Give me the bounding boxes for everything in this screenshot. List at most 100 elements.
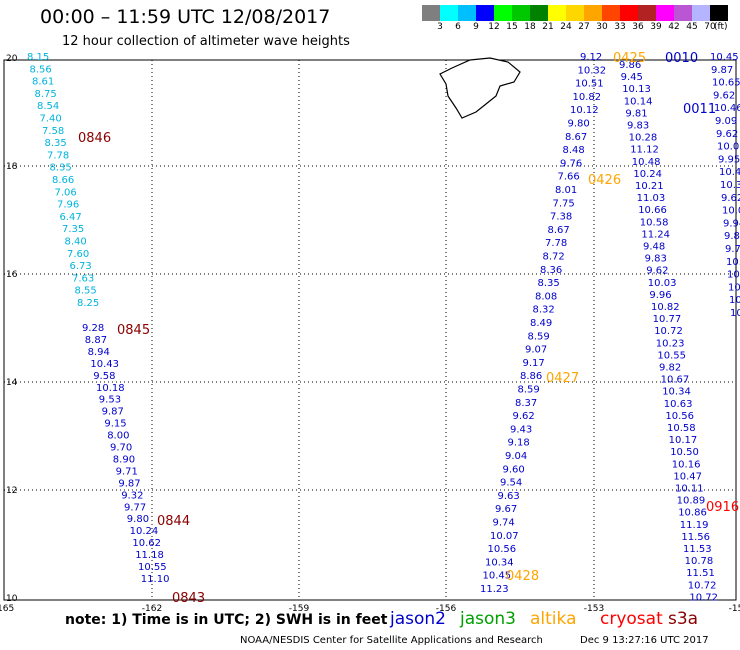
color-scale-labels: (ft) 3 6 9 12 15 18 21 24 27 30 33 36 39 42 45 70 [422, 22, 740, 34]
legend-tick-label: 33 [614, 22, 626, 32]
wave-height-reading: 7.40 [40, 114, 62, 125]
wave-height-reading: 7.78 [545, 238, 567, 249]
wave-height-reading: 10.45 [710, 52, 739, 63]
wave-height-reading: 9.12 [580, 52, 602, 63]
wave-height-reading: 9.60 [503, 464, 525, 475]
wave-height-reading: 9.71 [725, 244, 740, 255]
longitude-tick-label: -156 [436, 604, 457, 614]
wave-height-reading: 9.77 [124, 502, 146, 513]
wave-height-reading: 10.48 [632, 157, 661, 168]
wave-height-reading: 10.56 [488, 544, 517, 555]
satellite-legend-entry: cryosat [600, 609, 663, 629]
color-scale-legend [422, 5, 728, 21]
wave-height-reading: 10.63 [664, 399, 693, 410]
wave-height-reading: 9.87 [102, 407, 124, 418]
wave-height-reading: 10.50 [670, 447, 699, 458]
wave-height-reading: 9.32 [121, 490, 143, 501]
wave-height-reading: 9.54 [500, 478, 522, 489]
longitude-tick-label: -162 [142, 604, 162, 614]
longitude-tick-label: -15 [729, 604, 740, 614]
wave-height-reading: 10.58 [640, 217, 669, 228]
wave-height-reading: 9.62 [713, 90, 735, 101]
satellite-legend-entry: altika [530, 609, 577, 629]
wave-height-reading: 10.47 [673, 471, 702, 482]
wave-height-reading: 10.51 [575, 79, 604, 90]
latitude-tick-label: 12 [6, 486, 17, 496]
legend-swatch [674, 5, 692, 21]
wave-height-reading: 10.14 [624, 96, 653, 107]
wave-height-reading: 10.89 [677, 496, 706, 507]
wave-height-reading: 8.54 [37, 101, 59, 112]
map-title: 00:00 – 11:59 UTC 12/08/2017 [40, 6, 331, 28]
wave-height-reading: 10.55 [657, 350, 686, 361]
wave-height-reading: 10.16 [672, 459, 701, 470]
wave-height-reading: 10.72 [654, 326, 683, 337]
legend-tick-label: 18 [524, 22, 536, 32]
legend-swatch [566, 5, 584, 21]
wave-height-reading: 8.86 [520, 371, 542, 382]
pass-time-label: 0843 [172, 591, 205, 606]
wave-height-reading: 9.58 [93, 371, 115, 382]
wave-height-reading: 10.34 [485, 557, 514, 568]
wave-height-reading: 10.32 [578, 65, 607, 76]
wave-height-reading: 10.03 [648, 278, 677, 289]
wave-height-reading: 9.87 [724, 231, 740, 242]
wave-height-reading: 10.46 [719, 167, 740, 178]
wave-height-reading: 7.63 [72, 273, 94, 284]
wave-height-reading: 9.04 [505, 451, 527, 462]
wave-height-reading: 10.72 [728, 282, 740, 293]
legend-tick-label: 27 [578, 22, 590, 32]
wave-height-reading: 10.86 [678, 508, 707, 519]
wave-height-reading: 8.66 [52, 175, 74, 186]
wave-height-reading: 10.35 [720, 180, 740, 191]
wave-height-reading: 9.62 [716, 129, 738, 140]
wave-height-reading: 10.82 [573, 92, 602, 103]
wave-height-reading: 10.30 [726, 257, 740, 268]
wave-height-reading: 11.12 [630, 145, 659, 156]
wave-height-reading: 6.47 [60, 212, 82, 223]
pass-time-label: 0427 [546, 371, 579, 386]
wave-height-reading: 9.43 [510, 424, 532, 435]
wave-height-reading: 8.36 [540, 265, 562, 276]
legend-swatch [494, 5, 512, 21]
wave-height-reading: 9.81 [625, 108, 647, 119]
latitude-tick-label: 14 [6, 378, 18, 388]
legend-swatch [584, 5, 602, 21]
footer-note: note: 1) Time is in UTC; 2) SWH is in fe… [65, 612, 388, 628]
wave-height-reading: 9.62 [721, 193, 740, 204]
pass-time-label: 0845 [117, 323, 150, 338]
legend-swatch [440, 5, 458, 21]
wave-height-reading: 8.59 [518, 385, 540, 396]
wave-height-reading: 8.01 [555, 185, 577, 196]
wave-height-reading: 10.45 [483, 571, 512, 582]
legend-swatch [476, 5, 494, 21]
wave-height-reading: 9.70 [110, 443, 132, 454]
wave-height-reading: 8.00 [107, 431, 129, 442]
pass-time-label: 0844 [157, 514, 190, 529]
wave-height-reading: 10.58 [667, 423, 696, 434]
pass-time-label: 0846 [78, 131, 111, 146]
wave-height-reading: 10.06 [717, 142, 740, 153]
wave-height-reading: 8.08 [535, 291, 557, 302]
wave-height-reading: 8.37 [515, 398, 537, 409]
longitude-tick-label: -165 [0, 604, 14, 614]
wave-height-reading: 9.87 [118, 478, 140, 489]
legend-tick-label: 24 [560, 22, 572, 32]
legend-tick-label: 3 [437, 22, 443, 32]
wave-height-reading: 7.58 [42, 126, 64, 137]
longitude-tick-label: -153 [584, 604, 604, 614]
latitude-tick-label: 10 [6, 594, 18, 604]
wave-height-reading: 9.87 [711, 65, 733, 76]
map-subtitle: 12 hour collection of altimeter wave hei… [62, 34, 350, 49]
wave-height-reading: 7.78 [47, 150, 69, 161]
wave-height-reading: 9.45 [621, 72, 643, 83]
wave-height-reading: 10.72 [688, 580, 717, 591]
legend-swatch [692, 5, 710, 21]
wave-height-reading: 10.66 [638, 205, 667, 216]
wave-height-reading: 8.55 [75, 286, 97, 297]
map-frame [3, 59, 737, 601]
wave-height-reading: 10.56 [665, 411, 694, 422]
legend-tick-label: 70 [704, 22, 716, 32]
wave-height-reading: 9.09 [715, 116, 737, 127]
wave-height-reading: 10.13 [622, 84, 651, 95]
